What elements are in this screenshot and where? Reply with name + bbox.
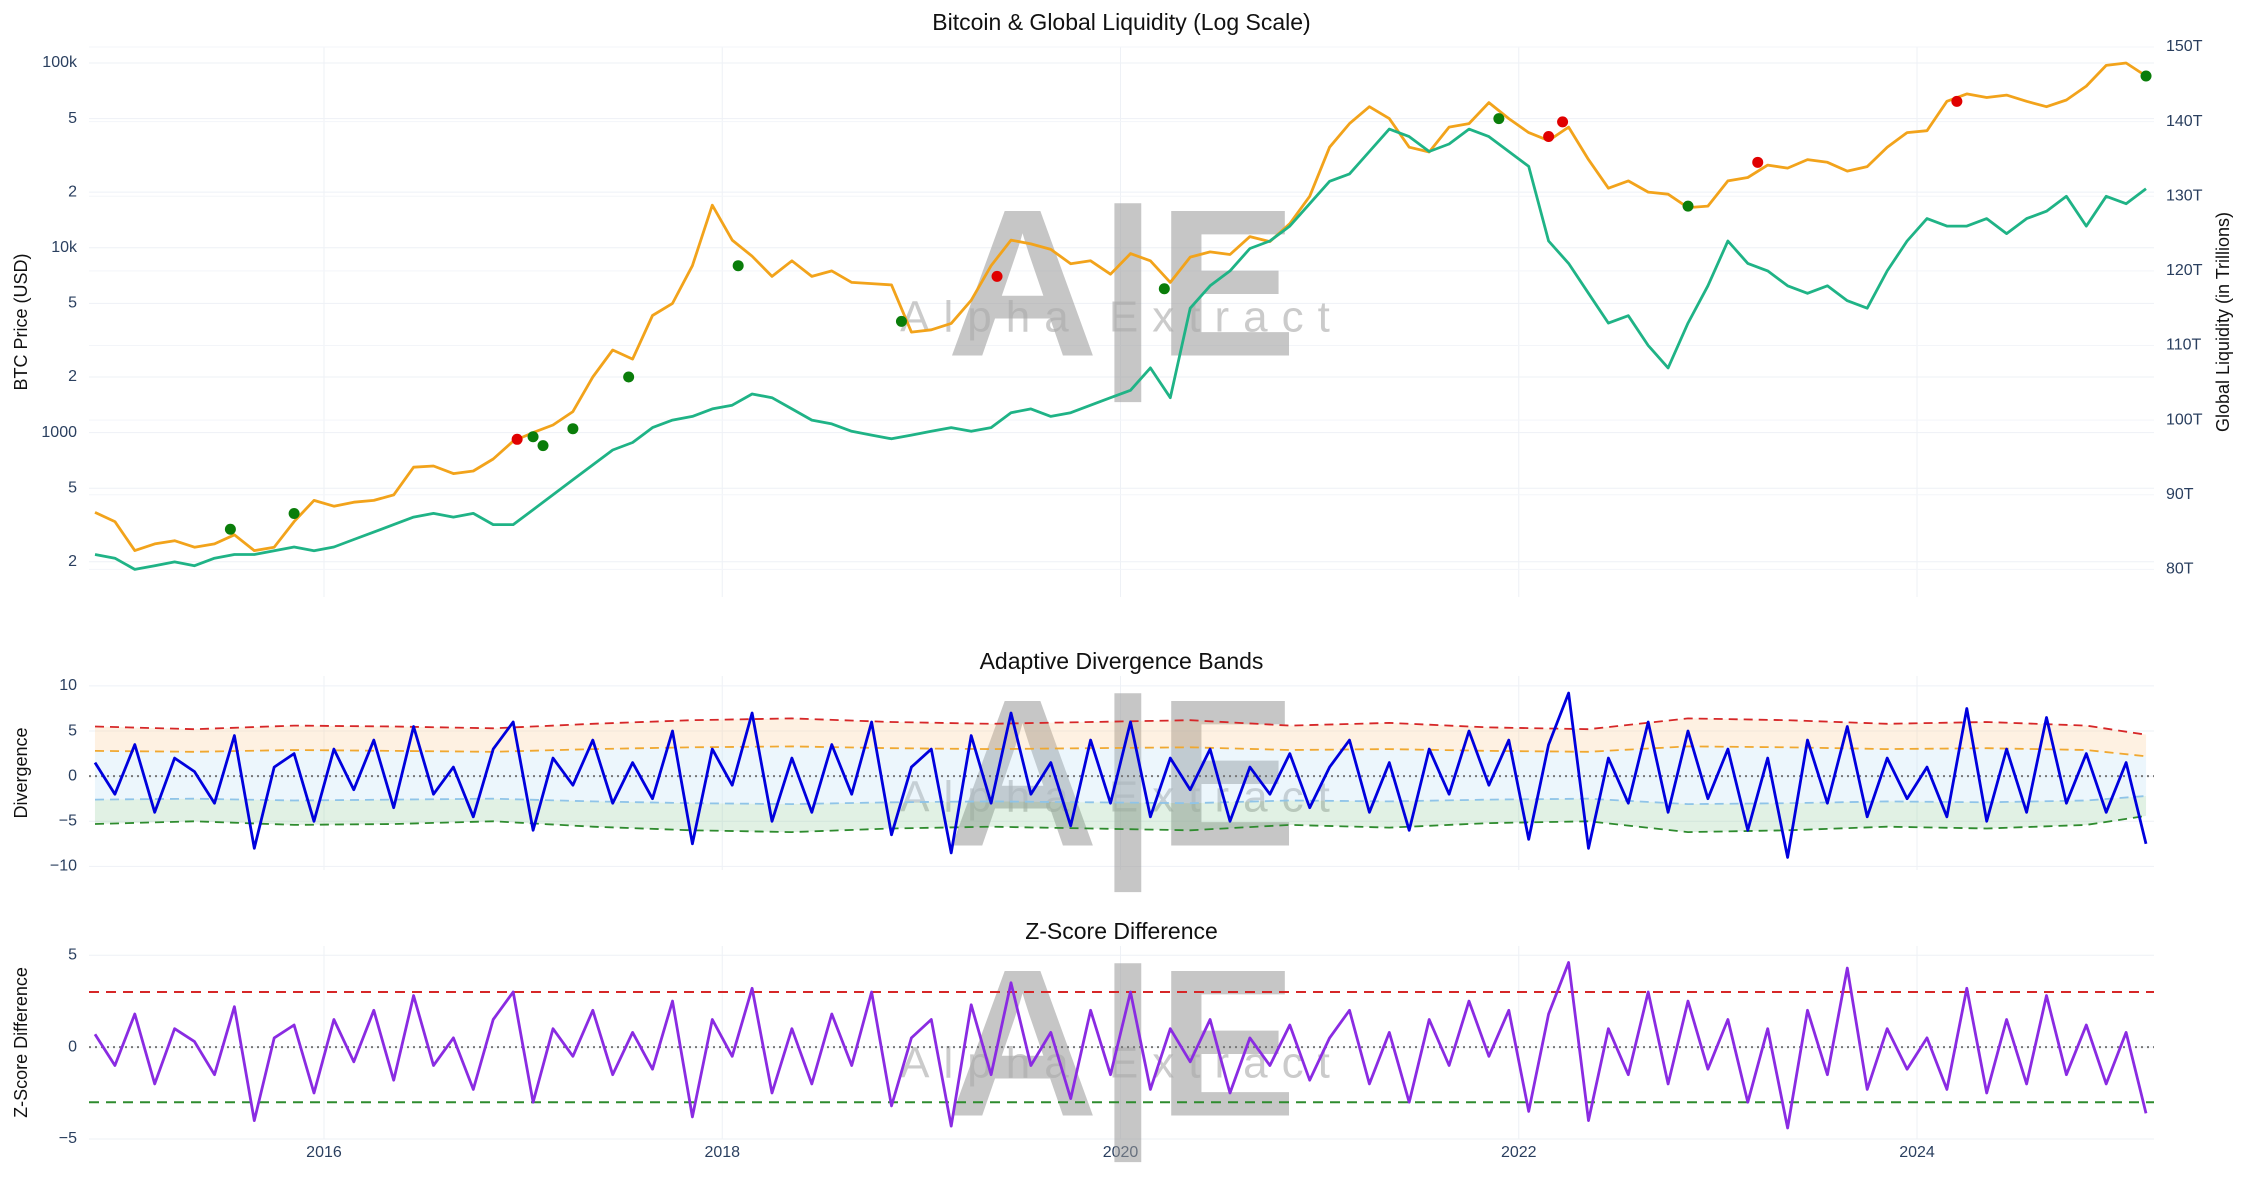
marker — [511, 433, 523, 445]
marker — [537, 440, 549, 452]
plot-area — [89, 691, 2154, 859]
marker — [1752, 156, 1764, 168]
y-tick-label: 5 — [68, 479, 77, 496]
chart-title: Adaptive Divergence Bands — [980, 648, 1264, 674]
series-line — [94, 127, 2147, 571]
marker — [991, 270, 1003, 282]
watermark-text: Alpha Extract — [900, 293, 1344, 342]
y2-tick-label: 120T — [2166, 262, 2203, 279]
watermark-logo: A|E — [947, 925, 1297, 1162]
y-tick-label: 10 — [59, 677, 77, 694]
marker — [732, 260, 744, 272]
series-line — [93, 691, 2148, 859]
watermark-text: Alpha Extract — [900, 1039, 1344, 1088]
marker — [2140, 70, 2152, 82]
band-fill — [94, 796, 2147, 833]
y2-axis-title: Global Liquidity (in Trillions) — [2213, 212, 2233, 432]
y-tick-label: 5 — [68, 295, 77, 312]
marker — [567, 423, 579, 435]
series-line — [94, 745, 2147, 758]
y-tick-label: 2 — [68, 183, 77, 200]
y-tick-label: 100k — [42, 54, 78, 71]
subplot: Z-Score Difference 2016 2018 2020 2022 2024 −5… — [11, 918, 2154, 1162]
marker — [1557, 116, 1569, 128]
series-line — [94, 795, 2147, 805]
y-axis-title: BTC Price (USD) — [11, 253, 31, 390]
chart-title: Z-Score Difference — [1025, 918, 1218, 944]
y-tick-label: 5 — [68, 110, 77, 127]
y-tick-label: 5 — [68, 722, 77, 739]
y2-tick-label: 140T — [2166, 113, 2203, 130]
series-line — [94, 815, 2147, 833]
y-tick-label: −10 — [50, 858, 77, 875]
x-tick-label: 2022 — [1501, 1144, 1537, 1161]
y-tick-label: −5 — [59, 812, 77, 829]
subplot: Adaptive Divergence Bands −10 −5 0 5 10 Diverg… — [11, 648, 2154, 892]
watermark-logo: A|E — [947, 655, 1297, 892]
y2-tick-label: 90T — [2166, 486, 2194, 503]
marker — [1493, 113, 1505, 125]
series-line — [93, 961, 2148, 1130]
y-tick-label: 2 — [68, 553, 77, 570]
y2-tick-label: 150T — [2166, 38, 2203, 55]
marker — [527, 431, 539, 443]
y-tick-label: 0 — [68, 1038, 77, 1055]
x-tick-label: 2020 — [1103, 1144, 1139, 1161]
marker — [1543, 131, 1555, 143]
marker — [1682, 200, 1694, 212]
y-tick-label: 0 — [68, 767, 77, 784]
y2-tick-label: 130T — [2166, 187, 2203, 204]
y2-tick-label: 110T — [2166, 337, 2202, 354]
x-tick-label: 2018 — [704, 1144, 740, 1161]
marker — [288, 508, 300, 520]
series-line — [94, 717, 2147, 736]
y-tick-label: 2 — [68, 368, 77, 385]
marker — [1951, 95, 1963, 107]
y-tick-label: 1000 — [41, 424, 77, 441]
y-axis-title: Divergence — [11, 727, 31, 818]
x-tick-label: 2024 — [1899, 1144, 1935, 1161]
y-tick-label: −5 — [59, 1130, 77, 1147]
band-fill — [94, 718, 2147, 757]
watermark-logo: A|E — [947, 165, 1297, 402]
marker — [1158, 283, 1170, 295]
marker — [895, 315, 907, 327]
marker — [623, 371, 635, 383]
plot-area — [94, 61, 2152, 571]
y2-tick-label: 80T — [2166, 561, 2194, 578]
y2-tick-label: 100T — [2166, 411, 2203, 428]
chart-title: Bitcoin & Global Liquidity (Log Scale) — [932, 9, 1310, 35]
series-line — [94, 61, 2147, 552]
x-tick-label: 2016 — [306, 1144, 342, 1161]
plot-area — [89, 961, 2154, 1130]
y-axis-title: Z-Score Difference — [11, 967, 31, 1118]
y-tick-label: 10k — [51, 239, 78, 256]
marker — [224, 523, 236, 535]
subplot: Bitcoin & Global Liquidity (Log Scale) 2 5… — [11, 9, 2233, 597]
y-tick-label: 5 — [68, 946, 77, 963]
